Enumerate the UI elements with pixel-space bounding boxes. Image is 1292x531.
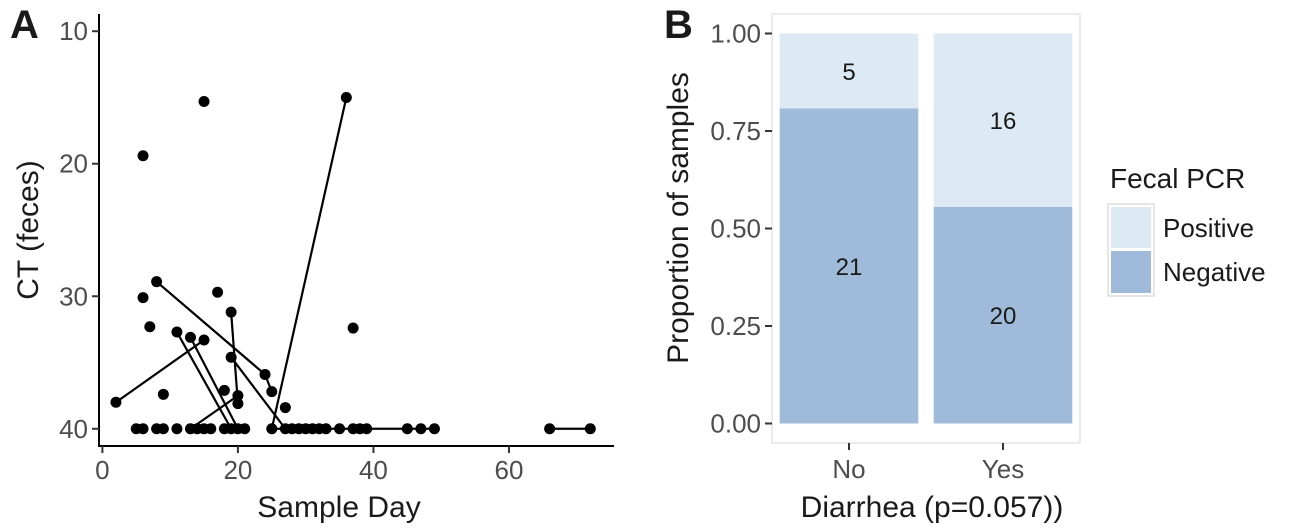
data-point-7 (184, 331, 196, 343)
data-point-34 (266, 423, 278, 435)
x-tick-label-1: 20 (223, 455, 252, 485)
data-point-0 (110, 396, 122, 408)
bar-count-positive-yes: 16 (990, 108, 1017, 135)
panel-b-ticks: No Yes 0.00 0.25 0.50 0.75 1.00 (710, 19, 1024, 485)
trajectory-line-4 (189, 394, 239, 430)
panel-b-letter: B (664, 3, 693, 47)
data-point-41 (320, 423, 332, 435)
data-point-42 (334, 423, 346, 435)
legend-frame (1107, 203, 1155, 297)
legend-label-negative: Negative (1163, 257, 1266, 287)
data-point-17 (266, 386, 278, 398)
data-point-4 (151, 276, 163, 288)
data-point-48 (428, 423, 440, 435)
bar-negative-no (779, 108, 919, 424)
x-tick-label-3: 60 (495, 455, 524, 485)
data-point-14 (232, 390, 244, 402)
data-point-47 (415, 423, 427, 435)
data-point-8 (198, 95, 210, 107)
y-tick-label-2: 0.50 (710, 214, 761, 244)
legend-key-negative (1111, 251, 1151, 293)
x-tick-label-no: No (832, 454, 865, 484)
panel-a-x-axis-title: Sample Day (257, 491, 420, 524)
legend-key-positive (1111, 207, 1151, 248)
y-tick-label-0: 0.00 (710, 409, 761, 439)
data-point-46 (401, 423, 413, 435)
data-point-25 (171, 423, 183, 435)
data-point-20 (347, 322, 359, 334)
panel-a-plot-area (110, 91, 596, 435)
panel-a-y-axis-title: CT (feces) (12, 160, 45, 299)
data-point-15 (232, 398, 244, 410)
data-point-11 (218, 384, 230, 396)
x-tick-label-2: 40 (359, 455, 388, 485)
data-point-19 (340, 91, 352, 103)
trajectory-line-0 (115, 339, 205, 404)
data-point-10 (212, 286, 224, 298)
data-point-50 (584, 423, 596, 435)
data-point-2 (137, 292, 149, 304)
y-tick-label-2: 30 (59, 281, 88, 311)
y-tick-label-1: 0.25 (710, 311, 761, 341)
x-tick-label-0: 0 (95, 455, 109, 485)
data-point-3 (144, 321, 156, 333)
data-point-22 (137, 423, 149, 435)
data-point-13 (225, 351, 237, 363)
data-point-18 (279, 402, 291, 414)
legend-title: Fecal PCR (1110, 163, 1245, 194)
panel-b-x-axis-title: Diarrhea (p=0.057)) (801, 491, 1064, 524)
data-point-5 (157, 388, 169, 400)
data-point-6 (171, 326, 183, 338)
trajectory-line-3 (189, 336, 239, 430)
trajectory-line-8 (270, 97, 348, 430)
bar-positive-no (779, 33, 919, 109)
panel-a-letter: A (10, 3, 39, 47)
data-point-16 (259, 368, 271, 380)
data-point-12 (225, 306, 237, 318)
panel-a: A CT (feces) Sample Day 0 20 40 60 10 20 30 40 (10, 3, 614, 524)
x-tick-label-yes: Yes (982, 454, 1024, 484)
data-point-9 (198, 334, 210, 346)
data-point-24 (157, 423, 169, 435)
bar-count-negative-yes: 20 (990, 303, 1017, 330)
y-tick-label-1: 20 (59, 149, 88, 179)
panel-a-ticks: 0 20 40 60 10 20 30 40 (59, 16, 523, 485)
bar-positive-yes (933, 33, 1073, 207)
panel-b-y-axis-title: Proportion of samples (662, 72, 695, 364)
panel-b-plot-area: 21 5 20 16 (779, 33, 1073, 424)
y-tick-label-0: 10 (59, 16, 88, 46)
data-point-1 (137, 150, 149, 162)
y-tick-label-3: 0.75 (710, 116, 761, 146)
trajectory-line-1 (155, 280, 266, 376)
trajectory-line-6 (230, 356, 287, 430)
bar-count-positive-no: 5 (842, 59, 855, 86)
y-tick-label-3: 40 (59, 414, 88, 444)
trajectory-line-2 (175, 331, 233, 430)
data-point-49 (544, 423, 556, 435)
bar-count-negative-no: 21 (836, 254, 863, 281)
panel-b: B Proportion of samples Diarrhea (p=0.05… (662, 3, 1266, 524)
legend-label-positive: Positive (1163, 213, 1254, 243)
data-point-29 (205, 423, 217, 435)
legend: Fecal PCR Positive Negative (1107, 163, 1266, 297)
data-point-33 (239, 423, 251, 435)
y-tick-label-4: 1.00 (710, 19, 761, 49)
bar-negative-yes (933, 206, 1073, 424)
data-point-45 (361, 423, 373, 435)
